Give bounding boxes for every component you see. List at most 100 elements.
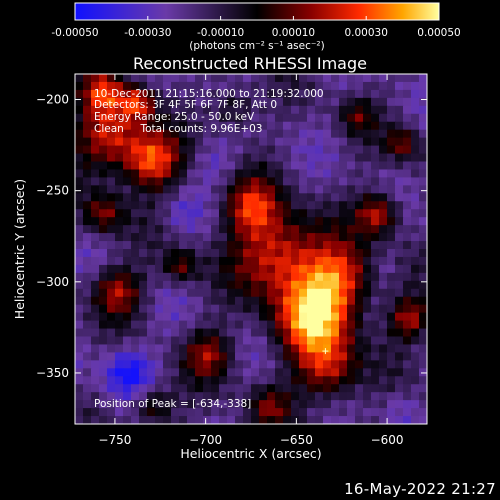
heatmap-cell <box>267 336 276 346</box>
heatmap-cell <box>83 225 92 234</box>
heatmap-cell <box>171 137 180 147</box>
heatmap-cell <box>379 217 388 226</box>
heatmap-cell <box>403 376 412 385</box>
heatmap-cell <box>219 97 228 107</box>
heatmap-cell <box>99 105 108 115</box>
heatmap-cell <box>131 288 140 298</box>
heatmap-cell <box>99 121 108 131</box>
heatmap-cell <box>331 272 340 282</box>
heatmap-cell <box>115 225 124 234</box>
heatmap-cell <box>75 400 84 409</box>
heatmap-cell <box>387 113 396 123</box>
heatmap-cell <box>211 89 220 99</box>
heatmap-cell <box>131 280 140 290</box>
heatmap-cell <box>163 400 172 409</box>
heatmap-cell <box>323 97 332 107</box>
heatmap-cell <box>99 217 108 226</box>
heatmap-cell <box>155 392 164 401</box>
heatmap-cell <box>171 225 180 234</box>
heatmap-cell <box>235 121 244 131</box>
heatmap-cell <box>395 209 404 218</box>
heatmap-cell <box>139 408 148 417</box>
heatmap-cell <box>195 209 204 218</box>
heatmap-cell <box>267 304 276 314</box>
heatmap-cell <box>75 256 84 266</box>
heatmap-cell <box>147 89 156 99</box>
heatmap-cell <box>99 249 108 258</box>
x-tick-label: −700 <box>189 433 222 447</box>
heatmap-cell <box>411 74 420 83</box>
heatmap-cell <box>147 233 156 242</box>
heatmap-cell <box>259 368 268 377</box>
heatmap-cell <box>115 392 124 401</box>
heatmap-cell <box>227 74 236 83</box>
heatmap-cell <box>331 384 340 393</box>
heatmap-cell <box>139 177 148 186</box>
heatmap-cell <box>251 233 260 242</box>
heatmap-cell <box>339 113 348 123</box>
heatmap-cell <box>211 97 220 107</box>
heatmap-cell <box>347 145 356 155</box>
heatmap-cell <box>123 376 132 385</box>
heatmap-cell <box>227 161 236 171</box>
heatmap-cell <box>307 360 316 369</box>
heatmap-cell <box>371 137 380 147</box>
heatmap-cell <box>323 368 332 377</box>
heatmap-cell <box>91 256 100 266</box>
heatmap-cell <box>131 392 140 401</box>
heatmap-cell <box>131 89 140 99</box>
heatmap-cell <box>123 320 132 330</box>
heatmap-cell <box>99 312 108 322</box>
heatmap-cell <box>419 320 427 330</box>
heatmap-cell <box>139 249 148 258</box>
heatmap-cell <box>219 233 228 242</box>
heatmap-cell <box>235 89 244 99</box>
heatmap-cell <box>363 296 372 306</box>
heatmap-cell <box>163 304 172 314</box>
heatmap-cell <box>155 161 164 171</box>
heatmap-cell <box>171 360 180 369</box>
heatmap-cell <box>275 113 284 123</box>
heatmap-cell <box>251 201 260 210</box>
heatmap-cell <box>211 129 220 139</box>
heatmap-cell <box>75 384 84 393</box>
heatmap-cell <box>275 185 284 194</box>
heatmap-cell <box>203 105 212 115</box>
heatmap-cell <box>219 161 228 171</box>
heatmap-cell <box>147 376 156 385</box>
heatmap-cell <box>83 74 92 83</box>
heatmap-cell <box>187 368 196 377</box>
y-tick-label: −200 <box>36 93 69 107</box>
heatmap-cell <box>363 129 372 139</box>
heatmap-cell <box>123 368 132 377</box>
heatmap-cell <box>155 74 164 83</box>
heatmap-cell <box>187 74 196 83</box>
heatmap-cell <box>91 81 100 91</box>
heatmap-cell <box>395 256 404 266</box>
heatmap-cell <box>139 137 148 147</box>
heatmap-cell <box>259 400 268 409</box>
heatmap-cell <box>195 241 204 250</box>
heatmap-cell <box>307 233 316 242</box>
heatmap-cell <box>323 169 332 178</box>
heatmap-cell <box>307 304 316 314</box>
heatmap-cell <box>307 249 316 258</box>
heatmap-cell <box>291 264 300 274</box>
heatmap-cell <box>387 153 396 163</box>
heatmap-cell <box>139 280 148 290</box>
heatmap-cell <box>275 97 284 107</box>
heatmap-cell <box>123 169 132 178</box>
heatmap-cell <box>323 105 332 115</box>
heatmap-cell <box>355 177 364 186</box>
heatmap-cell <box>115 81 124 91</box>
heatmap-cell <box>235 328 244 338</box>
heatmap-cell <box>299 201 308 210</box>
heatmap-cell <box>91 336 100 346</box>
heatmap-cell <box>355 225 364 234</box>
heatmap-cell <box>171 217 180 226</box>
heatmap-cell <box>259 328 268 338</box>
heatmap-image <box>75 74 427 424</box>
heatmap-cell <box>155 304 164 314</box>
heatmap-cell <box>155 105 164 115</box>
heatmap-cell <box>275 89 284 99</box>
